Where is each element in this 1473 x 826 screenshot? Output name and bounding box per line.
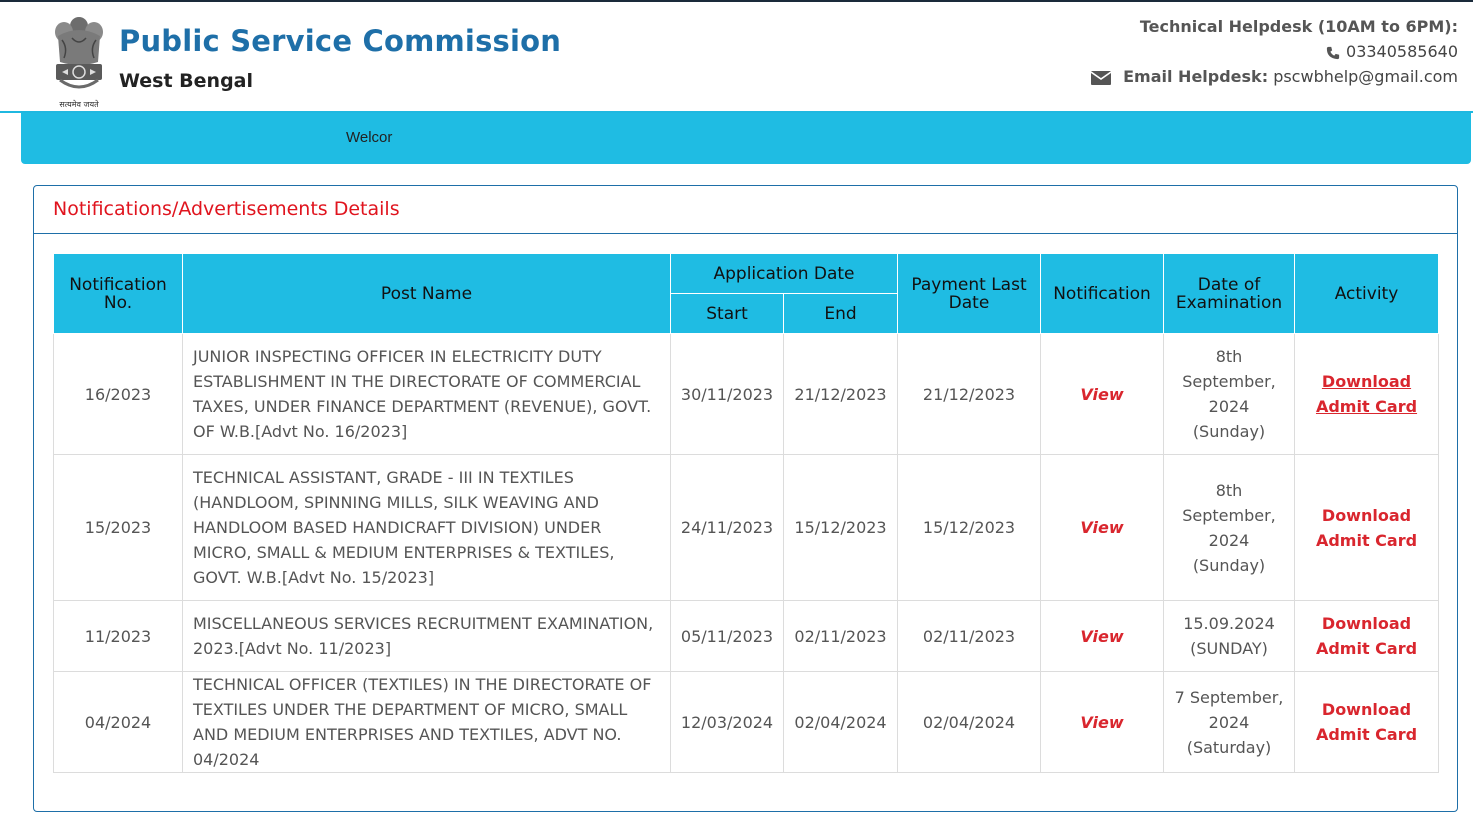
cell-exam-date: 15.09.2024 (SUNDAY) [1163,600,1295,672]
panel-heading: Notifications/Advertisements Details [34,186,1457,234]
header-notification: Notification [1040,253,1164,334]
cell-post-name: MISCELLANEOUS SERVICES RECRUITMENT EXAMI… [182,600,671,672]
cell-payment-date: 02/04/2024 [897,671,1041,773]
view-notification-link[interactable]: View [1080,712,1124,732]
email-helpdesk-label: Email Helpdesk: [1123,67,1269,86]
site-subtitle: West Bengal [119,70,254,92]
cell-end-date: 02/04/2024 [783,671,898,773]
table-row: 15/2023 TECHNICAL ASSISTANT, GRADE - III… [53,454,1439,601]
header-payment-last-date: Payment Last Date [897,253,1041,334]
download-admit-card-link[interactable]: Download Admit Card [1315,372,1418,416]
welcome-marquee: Welcor [346,129,393,146]
cell-start-date: 24/11/2023 [670,454,784,601]
header-date-of-examination: Date of Examination [1163,253,1295,334]
cell-exam-date: 7 September, 2024 (Saturday) [1163,671,1295,773]
envelope-icon [1091,70,1112,85]
cell-post-name: JUNIOR INSPECTING OFFICER IN ELECTRICITY… [182,333,671,455]
table-row: 16/2023 JUNIOR INSPECTING OFFICER IN ELE… [53,333,1439,455]
helpdesk-phone[interactable]: 03340585640 [1346,42,1458,61]
header-notification-no: Notification No. [53,253,183,334]
cell-activity: Download Admit Card [1294,333,1439,455]
table-row: 04/2024 TECHNICAL OFFICER (TEXTILES) IN … [53,671,1439,773]
emblem-icon: सत्यमेव जयते [55,17,103,109]
notifications-panel: Notifications/Advertisements Details Not… [33,185,1458,812]
cell-notification-no: 04/2024 [53,671,183,773]
svg-text:सत्यमेव जयते: सत्यमेव जयते [59,99,99,109]
header-end: End [783,293,898,334]
cell-payment-date: 15/12/2023 [897,454,1041,601]
header-application-date: Application Date [670,253,898,294]
top-border [0,0,1473,2]
cell-activity: Download Admit Card [1294,600,1439,672]
download-admit-card-link[interactable]: Download Admit Card [1315,614,1418,658]
helpdesk-title: Technical Helpdesk (10AM to 6PM): [1139,17,1458,36]
cell-activity: Download Admit Card [1294,454,1439,601]
cell-notification: View [1040,671,1164,773]
cell-notification: View [1040,333,1164,455]
cell-notification-no: 11/2023 [53,600,183,672]
cell-end-date: 21/12/2023 [783,333,898,455]
table-row: 11/2023 MISCELLANEOUS SERVICES RECRUITME… [53,600,1439,672]
header-activity: Activity [1294,253,1439,334]
download-admit-card-link[interactable]: Download Admit Card [1315,505,1418,550]
cell-notification-no: 16/2023 [53,333,183,455]
helpdesk-info: Technical Helpdesk (10AM to 6PM): 033405… [1091,14,1458,89]
cell-notification: View [1040,600,1164,672]
site-title: Public Service Commission [119,24,562,58]
cell-notification: View [1040,454,1164,601]
phone-icon [1326,46,1340,59]
cell-start-date: 30/11/2023 [670,333,784,455]
cell-post-name: TECHNICAL ASSISTANT, GRADE - III IN TEXT… [182,454,671,601]
cell-start-date: 05/11/2023 [670,600,784,672]
cell-post-name: TECHNICAL OFFICER (TEXTILES) IN THE DIRE… [182,671,671,773]
cell-start-date: 12/03/2024 [670,671,784,773]
notifications-table: Notification No. Post Name Application D… [53,253,1439,773]
cell-end-date: 15/12/2023 [783,454,898,601]
cell-notification-no: 15/2023 [53,454,183,601]
cell-activity: Download Admit Card [1294,671,1439,773]
header-post-name: Post Name [182,253,671,334]
nav-bar: Welcor [21,113,1471,164]
cell-end-date: 02/11/2023 [783,600,898,672]
view-notification-link[interactable]: View [1080,518,1124,537]
site-header: सत्यमेव जयते Public Service Commission W… [0,2,1473,113]
helpdesk-email[interactable]: pscwbhelp@gmail.com [1273,67,1458,86]
header-start: Start [670,293,784,334]
download-admit-card-link[interactable]: Download Admit Card [1315,700,1418,744]
cell-payment-date: 02/11/2023 [897,600,1041,672]
cell-payment-date: 21/12/2023 [897,333,1041,455]
cell-exam-date: 8th September, 2024 (Sunday) [1163,454,1295,601]
view-notification-link[interactable]: View [1080,626,1124,646]
cell-exam-date: 8th September, 2024 (Sunday) [1163,333,1295,455]
view-notification-link[interactable]: View [1080,384,1124,404]
